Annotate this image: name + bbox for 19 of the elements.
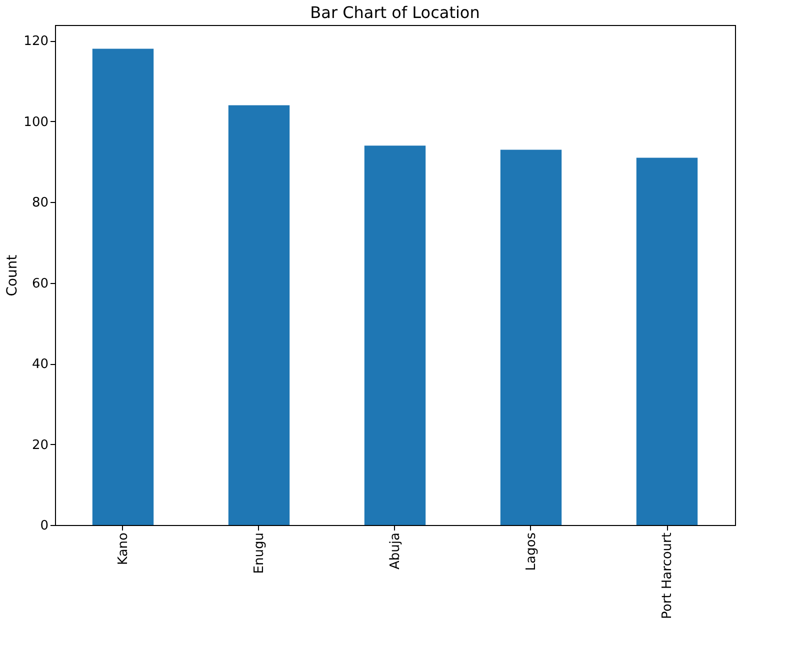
x-tick-label: Kano [116,532,131,565]
y-tick-label: 80 [32,196,48,211]
bar [500,150,562,525]
chart-title: Bar Chart of Location [310,3,480,22]
bar [228,105,290,525]
bar [636,158,698,525]
x-tick-label: Enugu [252,532,267,574]
x-tick-label: Abuja [388,532,403,570]
y-tick-label: 100 [24,114,48,130]
y-tick-label: 120 [24,34,48,50]
y-tick-label: 40 [32,357,48,372]
bar [92,48,154,525]
y-tick-label: 60 [32,276,48,292]
bar [364,146,426,525]
y-tick-label: 20 [32,438,48,453]
x-tick-label: Port Harcourt [660,532,675,619]
y-tick-label: 0 [40,518,48,534]
x-tick-label: Lagos [524,532,539,571]
y-axis-title: Count [4,254,21,296]
